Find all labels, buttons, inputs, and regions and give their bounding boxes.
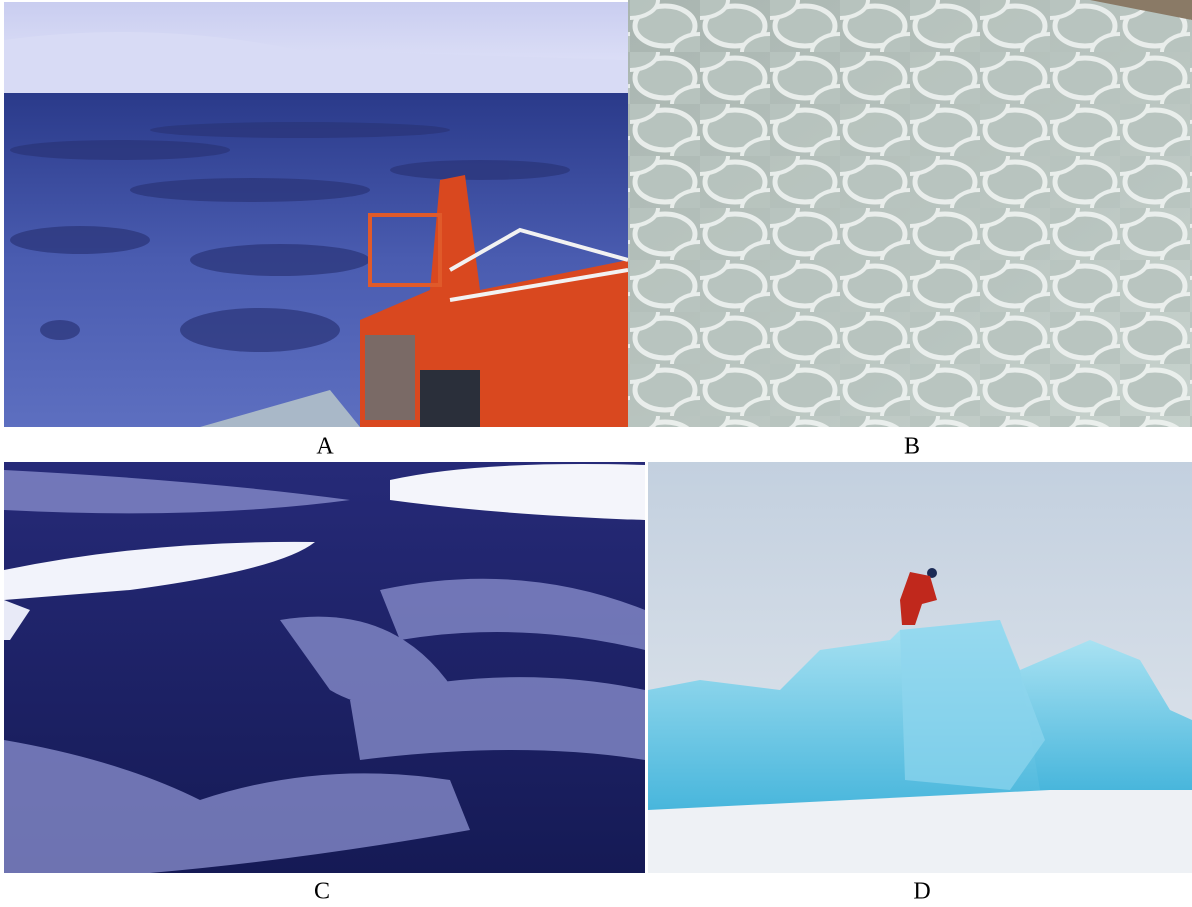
photo-b bbox=[628, 0, 1192, 427]
panel-label: C bbox=[314, 879, 330, 905]
person bbox=[900, 568, 937, 625]
panel-label: D bbox=[913, 879, 930, 905]
photo-a bbox=[4, 2, 628, 427]
panel-label: B bbox=[904, 434, 920, 460]
photo-d bbox=[648, 462, 1192, 873]
panel-label: A bbox=[316, 434, 334, 460]
photo-c bbox=[4, 462, 645, 873]
